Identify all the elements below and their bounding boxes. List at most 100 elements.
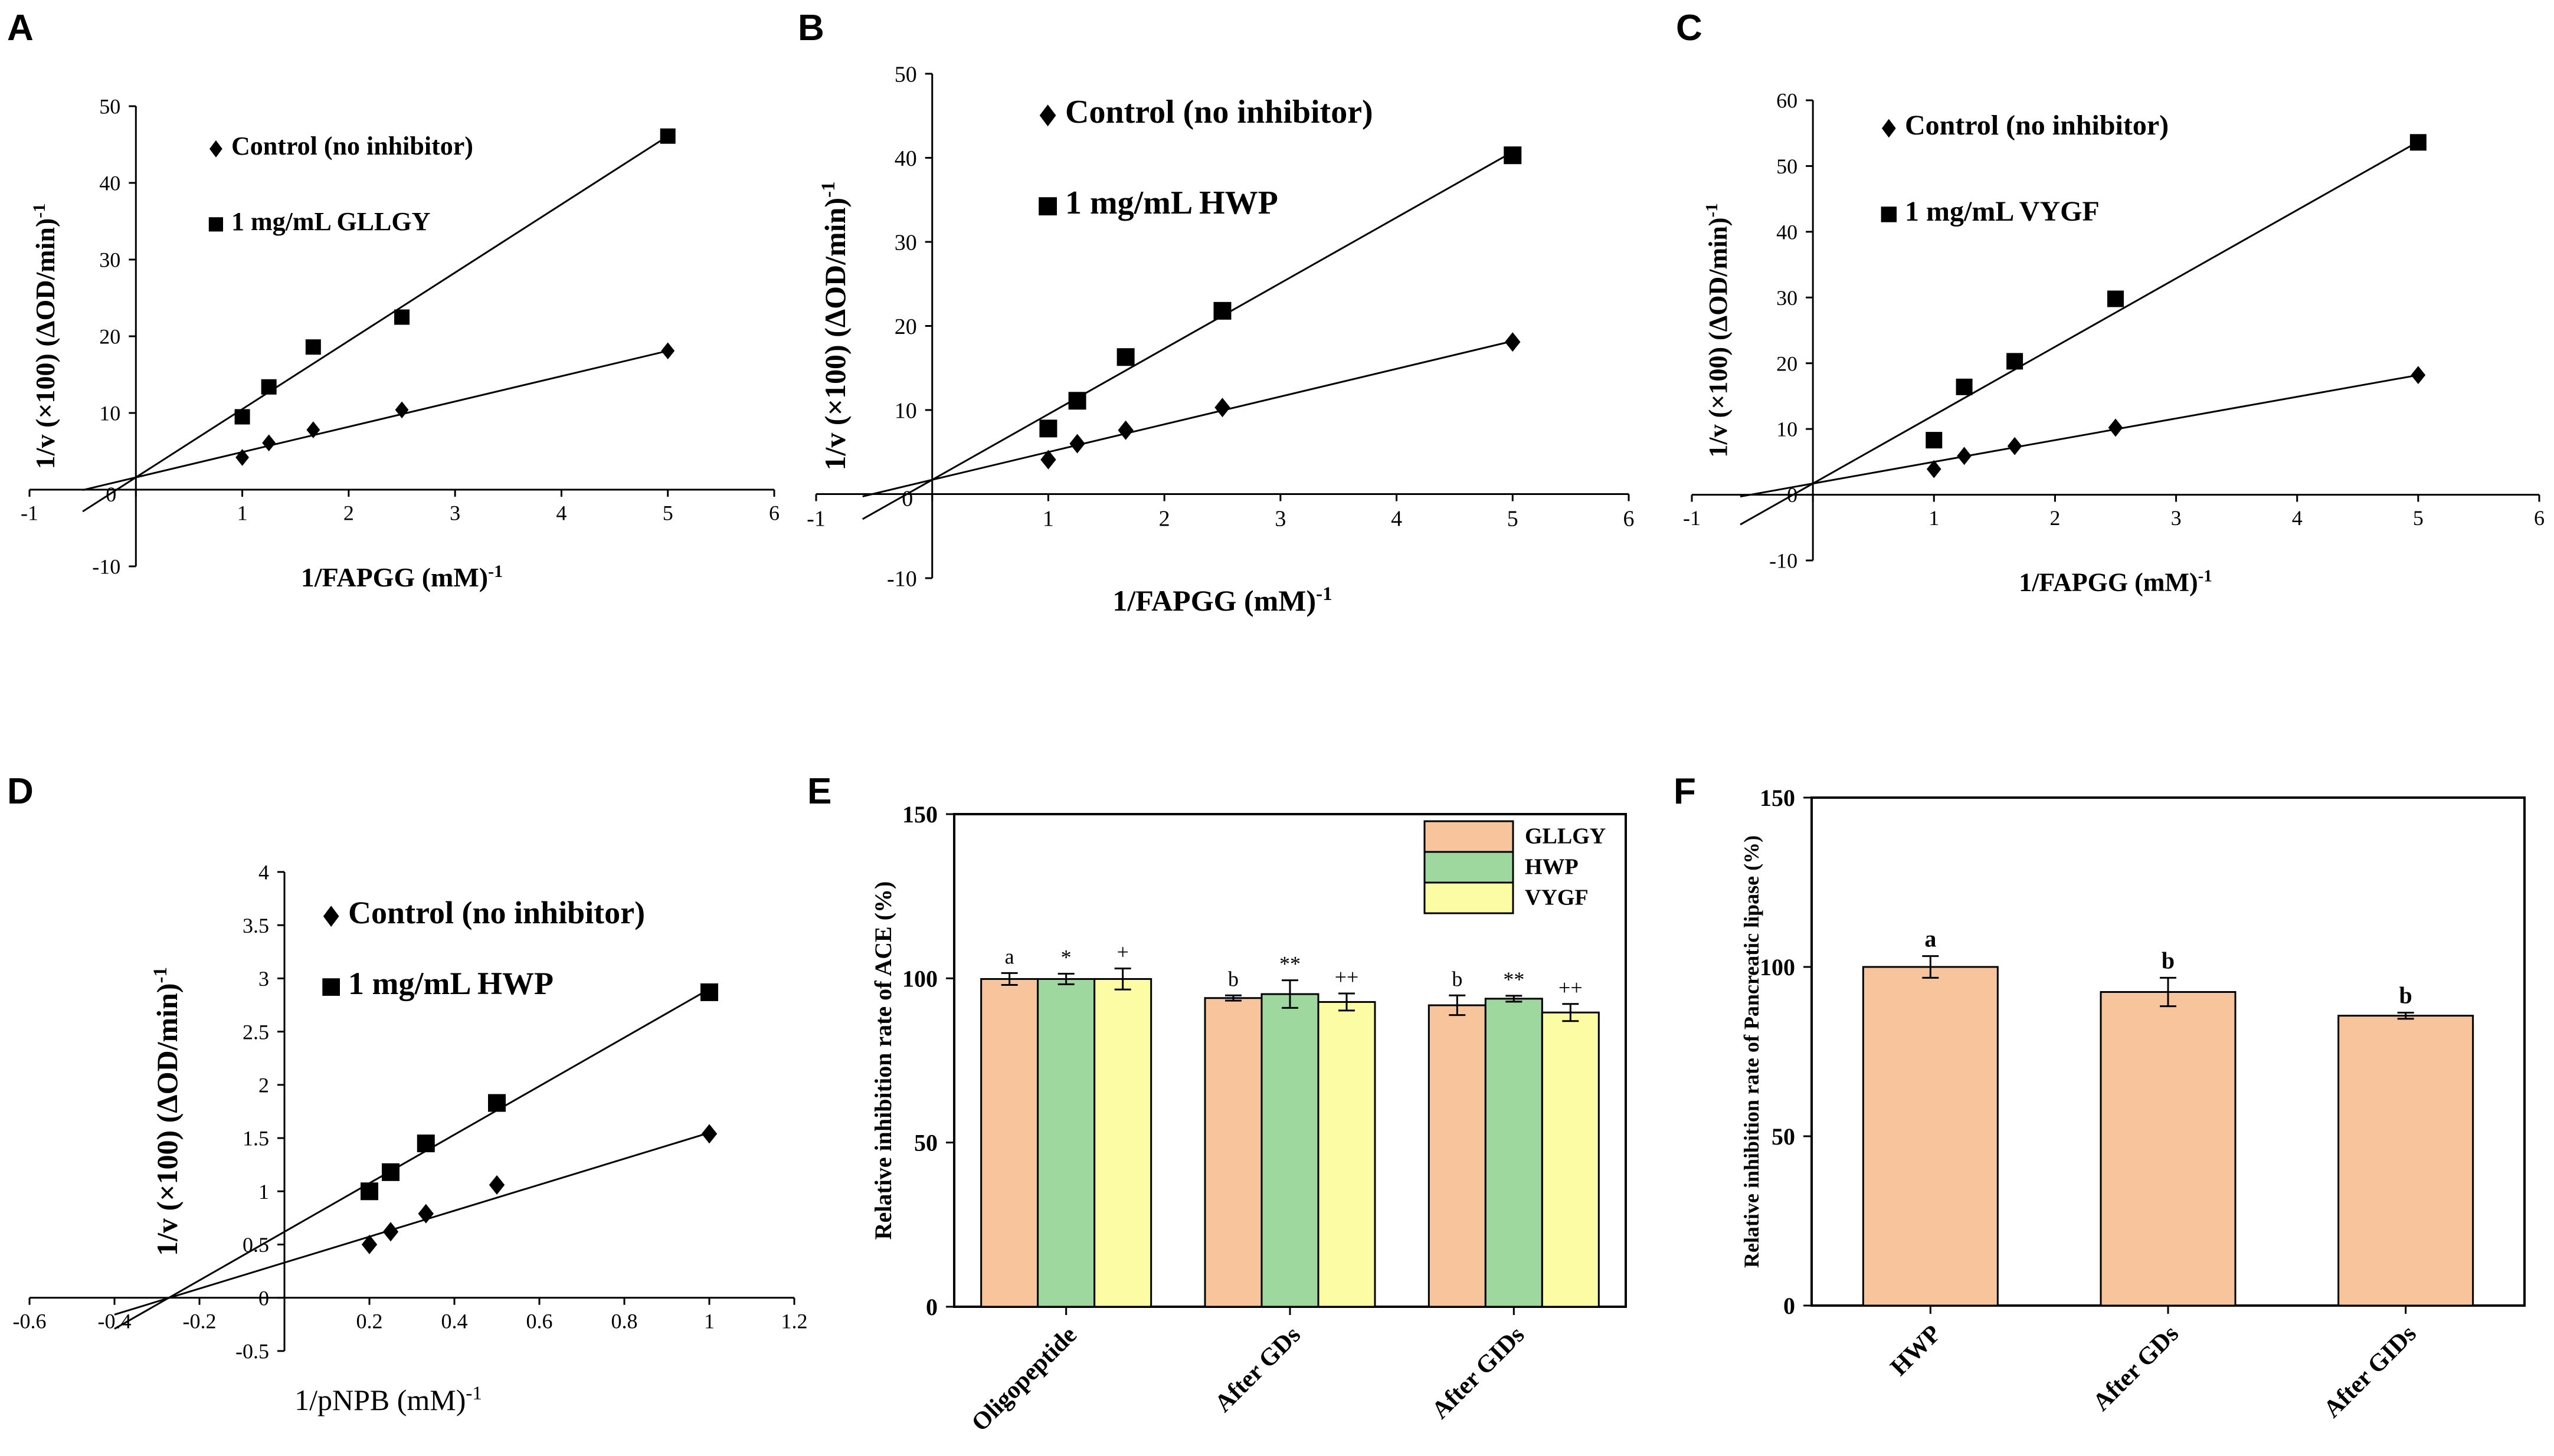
x-tick-label: -0.2 [183, 1309, 217, 1333]
diamond-marker [382, 1222, 399, 1242]
legend-label: GLLGY [1525, 824, 1606, 848]
square-marker [660, 128, 676, 144]
square-marker [2107, 290, 2124, 307]
legend-label: 1 mg/mL VYGF [1905, 196, 2100, 227]
square-marker [361, 1182, 378, 1201]
bar [1204, 997, 1263, 1308]
y-axis-label-sup: -1 [30, 204, 49, 218]
x-tick-label: 4 [1391, 506, 1402, 531]
y-tick-label: 1.5 [243, 1127, 269, 1150]
y-tick-label: -10 [887, 566, 917, 591]
diamond-marker [1069, 434, 1085, 454]
square-marker [1039, 419, 1057, 438]
bar [1862, 966, 1999, 1307]
legend-swatch [1423, 881, 1514, 914]
y-axis-label-sup: -1 [818, 181, 839, 198]
panel-f: 0 50 100 150 HWP a After GDs b After GIDs b Relati… [1740, 785, 2526, 1423]
square-marker [234, 409, 250, 425]
x-axis-label: 1/pNPB (mM)-1 [294, 1383, 482, 1416]
legend-label: 1 mg/mL GLLGY [231, 207, 430, 236]
y-tick-label: 30 [1776, 286, 1797, 310]
y-tick-label: 3.5 [243, 914, 269, 937]
x-tick-label: 5 [1507, 506, 1518, 531]
diamond-marker [1040, 450, 1056, 470]
legend-label: 1 mg/mL HWP [348, 966, 554, 1001]
square-marker [417, 1134, 435, 1153]
diamond-marker [661, 342, 675, 359]
y-tick-label: 50 [1776, 155, 1797, 178]
x-tick-label: -0.6 [13, 1309, 47, 1333]
x-tick-label: 3 [450, 501, 460, 525]
x-tick-label: -1 [807, 506, 826, 531]
x-tick-label: 2 [2049, 506, 2060, 530]
fit-line [1740, 140, 2419, 526]
legend-swatch [1423, 851, 1514, 884]
origin-label: 0 [902, 487, 913, 511]
y-tick-label: -10 [92, 555, 120, 579]
square-marker [2006, 353, 2023, 370]
x-tick-label: 6 [2534, 506, 2545, 530]
x-tick-label: 5 [663, 501, 673, 525]
y-tick-label: -0.5 [235, 1340, 269, 1363]
y-tick-label: 100 [1760, 954, 1795, 980]
panel-letter-d: D [7, 771, 34, 812]
y-tick-label: 20 [99, 325, 120, 349]
diamond-marker [235, 449, 250, 466]
y-axis-label-sup: -1 [1702, 203, 1721, 217]
x-axis-label-sup: -1 [466, 1383, 482, 1404]
legend-diamond-icon [1039, 104, 1056, 127]
panel-letter-e: E [807, 771, 831, 812]
y-tick-label: 0 [926, 1294, 938, 1320]
category-label: Oligopeptide [967, 1321, 1082, 1437]
y-axis-label: 1/v (×100) (ΔOD/min)-1 [150, 967, 184, 1256]
y-axis-label-sup: -1 [150, 967, 171, 983]
diamond-marker [1957, 447, 1972, 465]
x-tick-label: 0.2 [356, 1309, 383, 1333]
x-tick-label: 0.4 [441, 1309, 468, 1333]
y-axis-label-text: 1/v (×100) (ΔOD/min) [818, 198, 852, 471]
y-axis-label: Relative inhibition rate of Pancreatic l… [1740, 835, 1763, 1268]
square-marker [394, 309, 410, 325]
significance-label: * [1061, 946, 1072, 969]
legend-diamond-icon [209, 140, 222, 158]
y-tick-label: 0 [1783, 1293, 1795, 1319]
y-tick-label: 4 [258, 861, 269, 884]
x-axis-label: 1/FAPGG (mM)-1 [301, 562, 503, 593]
panel-a: -1 1 2 3 4 5 6 -10 10 20 30 40 50 0 Control (no inhibi… [21, 95, 780, 593]
diamond-marker [1505, 332, 1521, 352]
diamond-marker [395, 401, 409, 419]
y-axis-label: 1/v (×100) (ΔOD/min)-1 [818, 181, 852, 470]
diamond-marker [701, 1124, 718, 1144]
diamond-marker [1118, 420, 1134, 440]
y-tick-label: 10 [895, 398, 917, 423]
bar [1484, 998, 1543, 1308]
x-axis-label-text: 1/pNPB (mM) [294, 1383, 466, 1416]
square-marker [1504, 146, 1522, 165]
fit-line [114, 1132, 710, 1316]
significance-label: ** [1279, 952, 1301, 976]
y-tick-label: 40 [1776, 220, 1797, 244]
y-axis-label: 1/v (×100) (ΔOD/min)-1 [30, 204, 61, 470]
y-tick-label: 100 [902, 965, 938, 992]
bar [2337, 1015, 2474, 1307]
x-tick-label: 3 [1275, 506, 1286, 531]
x-tick-label: -1 [21, 501, 38, 525]
bar [1541, 1011, 1600, 1308]
diamond-marker [2108, 418, 2123, 437]
significance-label: b [2162, 947, 2175, 973]
legend-label: VYGF [1525, 885, 1589, 910]
legend-label: HWP [1525, 854, 1579, 879]
y-axis-label: Relative inhibition rate of ACE (%) [870, 881, 896, 1240]
y-tick-label: 30 [895, 230, 917, 255]
significance-label: b [2399, 982, 2412, 1008]
y-tick-label: 1 [258, 1180, 269, 1204]
bar [1260, 993, 1319, 1308]
bar [2100, 991, 2237, 1307]
bar [1427, 1004, 1486, 1308]
x-axis-label-text: 1/FAPGG (mM) [1112, 584, 1316, 617]
x-tick-label: 1 [1043, 506, 1054, 531]
panel-b: -1 1 2 3 4 5 6 -10 10 20 30 40 50 0 Control (no inhibi… [807, 62, 1634, 617]
square-marker [261, 379, 277, 395]
diamond-marker [361, 1235, 378, 1255]
significance-label: b [1228, 967, 1239, 991]
